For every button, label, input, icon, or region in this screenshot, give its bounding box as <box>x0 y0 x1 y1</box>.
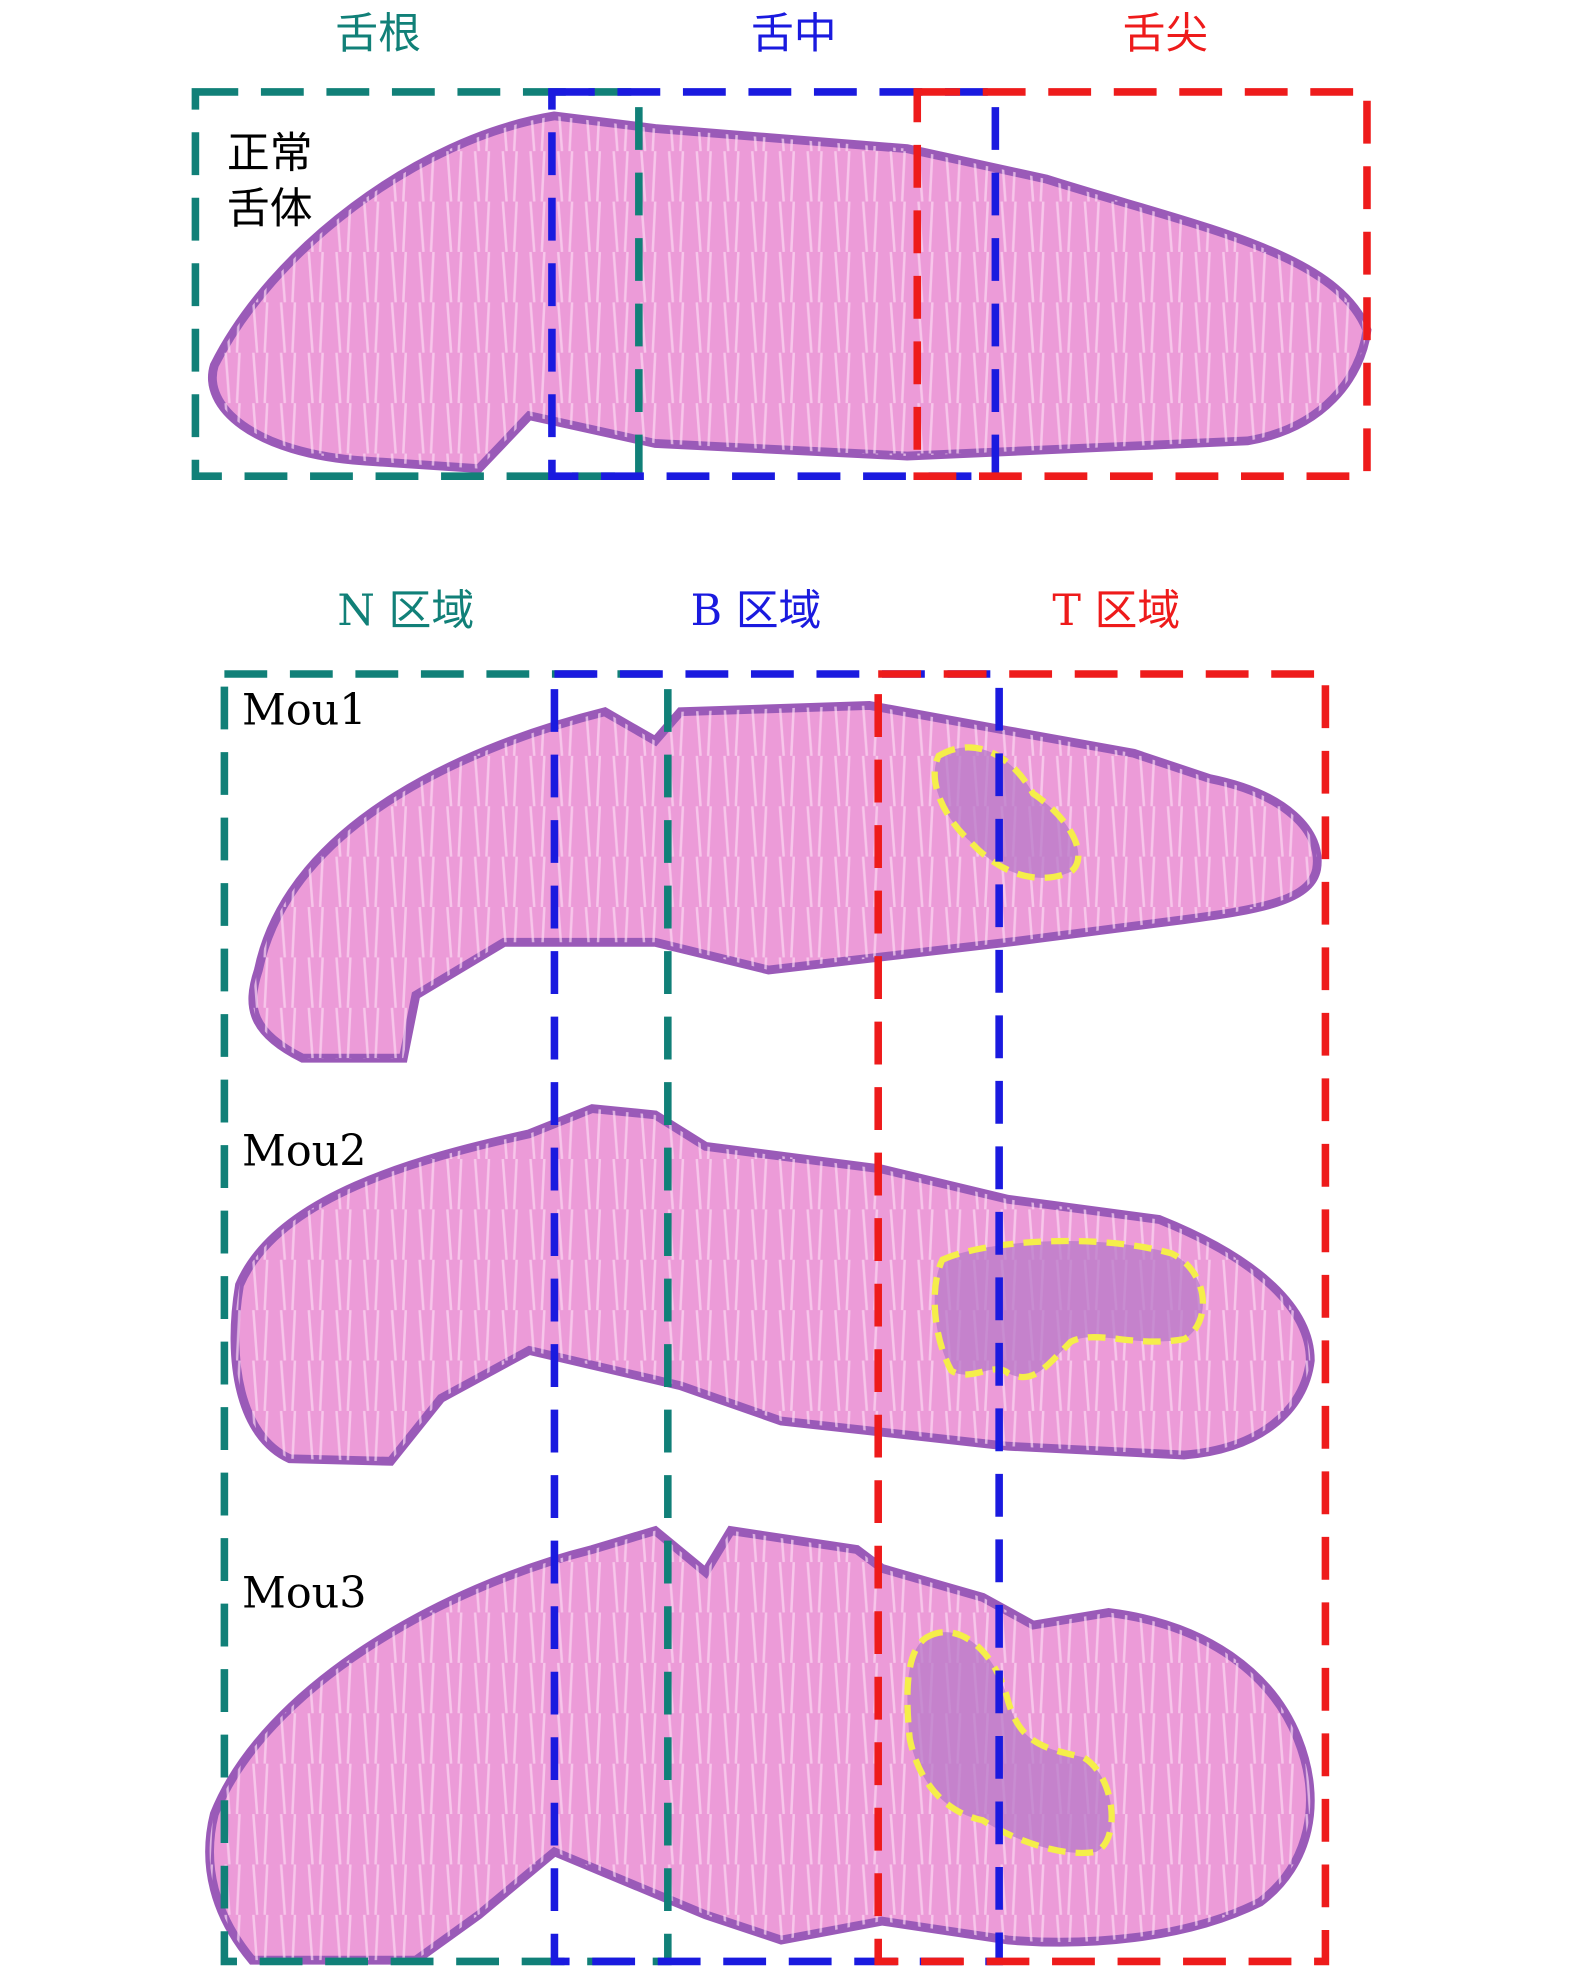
region-box <box>550 670 1003 1966</box>
normal-tongue <box>208 111 1372 474</box>
normal-label: 舌体 <box>227 184 313 234</box>
region-label: T 区域 <box>1052 586 1180 636</box>
sample-label: Mou1 <box>242 685 366 735</box>
tumor-tongue <box>230 1104 1315 1466</box>
tumor-tongue <box>205 1525 1315 1965</box>
region-label: 舌根 <box>335 9 421 59</box>
region-box <box>220 670 672 1966</box>
region-label: B 区域 <box>691 586 822 636</box>
region-label: N 区域 <box>337 586 474 636</box>
region-box <box>874 670 1330 1966</box>
region-box <box>548 88 1000 480</box>
region-label: 舌尖 <box>1123 9 1209 59</box>
sample-label: Mou2 <box>242 1126 366 1176</box>
region-box <box>913 88 1371 480</box>
region-label: 舌中 <box>751 9 837 59</box>
region-box <box>191 88 643 480</box>
normal-label: 正常 <box>227 129 313 179</box>
sample-label: Mou3 <box>242 1568 366 1618</box>
tumor-tongue <box>248 701 1322 1063</box>
